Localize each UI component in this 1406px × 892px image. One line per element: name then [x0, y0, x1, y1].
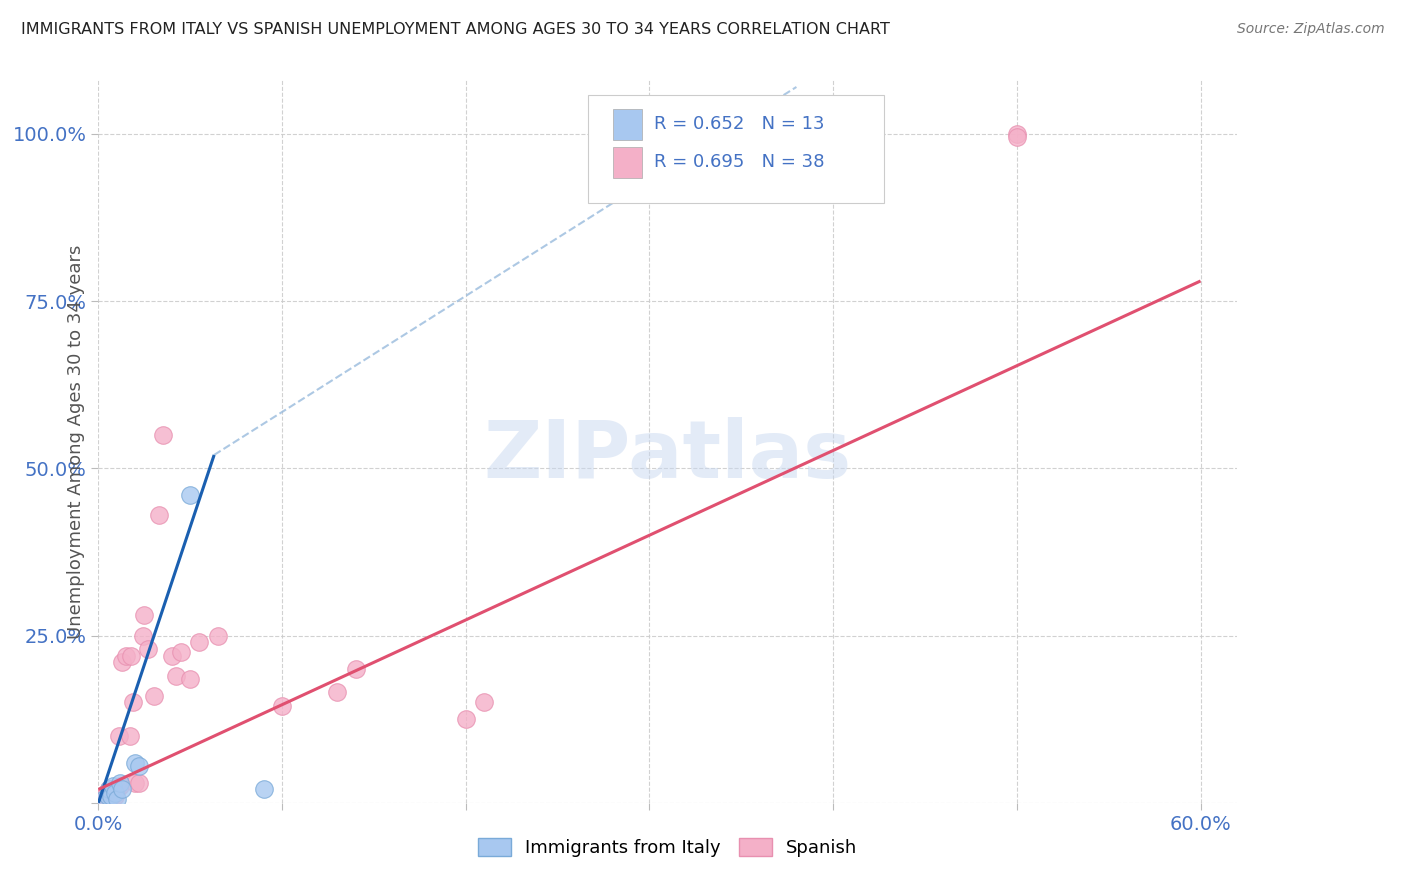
Point: [122, 696, 145, 710]
Point: [188, 635, 211, 649]
Point: [101, 779, 124, 793]
Point: [118, 729, 141, 743]
Text: R = 0.652   N = 13: R = 0.652 N = 13: [654, 115, 825, 133]
Point: [98, 782, 121, 797]
Point: [152, 427, 174, 442]
Point: [472, 696, 495, 710]
Point: [111, 782, 134, 797]
Point: [859, 127, 882, 141]
Point: [128, 776, 150, 790]
Point: [344, 662, 367, 676]
Point: [128, 759, 150, 773]
Point: [104, 786, 127, 800]
Point: [105, 782, 128, 797]
Point: [326, 685, 349, 699]
Point: [160, 648, 183, 663]
Point: [148, 508, 170, 523]
Bar: [613, 147, 641, 178]
Point: [111, 655, 134, 669]
Point: [91, 792, 114, 806]
Point: [105, 792, 128, 806]
Point: [100, 792, 122, 806]
Point: [121, 648, 143, 663]
Point: [136, 642, 159, 657]
Text: Source: ZipAtlas.com: Source: ZipAtlas.com: [1237, 22, 1385, 37]
Point: [179, 488, 201, 502]
Point: [98, 782, 121, 797]
Point: [93, 789, 115, 804]
Point: [104, 789, 127, 804]
Point: [134, 608, 156, 623]
Point: [124, 776, 146, 790]
Point: [93, 792, 115, 806]
Point: [94, 786, 117, 800]
Point: [100, 789, 122, 804]
Point: [101, 786, 124, 800]
Text: ZIPatlas: ZIPatlas: [484, 417, 852, 495]
Point: [1005, 127, 1028, 141]
Point: [454, 712, 477, 726]
Point: [271, 698, 294, 713]
Point: [165, 669, 187, 683]
Point: [115, 648, 138, 663]
Point: [170, 645, 193, 659]
Point: [131, 628, 153, 642]
Point: [107, 729, 129, 743]
Y-axis label: Unemployment Among Ages 30 to 34 years: Unemployment Among Ages 30 to 34 years: [66, 244, 84, 639]
Text: IMMIGRANTS FROM ITALY VS SPANISH UNEMPLOYMENT AMONG AGES 30 TO 34 YEARS CORRELAT: IMMIGRANTS FROM ITALY VS SPANISH UNEMPLO…: [21, 22, 890, 37]
FancyBboxPatch shape: [588, 95, 884, 203]
Point: [97, 789, 120, 804]
Point: [253, 782, 276, 797]
Point: [110, 779, 132, 793]
Point: [124, 756, 146, 770]
Point: [97, 789, 120, 804]
Point: [142, 689, 165, 703]
Point: [179, 672, 201, 686]
Point: [1005, 130, 1028, 145]
Point: [207, 628, 229, 642]
Bar: [613, 109, 641, 139]
Legend: Immigrants from Italy, Spanish: Immigrants from Italy, Spanish: [470, 830, 866, 866]
Point: [110, 776, 132, 790]
Text: R = 0.695   N = 38: R = 0.695 N = 38: [654, 153, 825, 171]
